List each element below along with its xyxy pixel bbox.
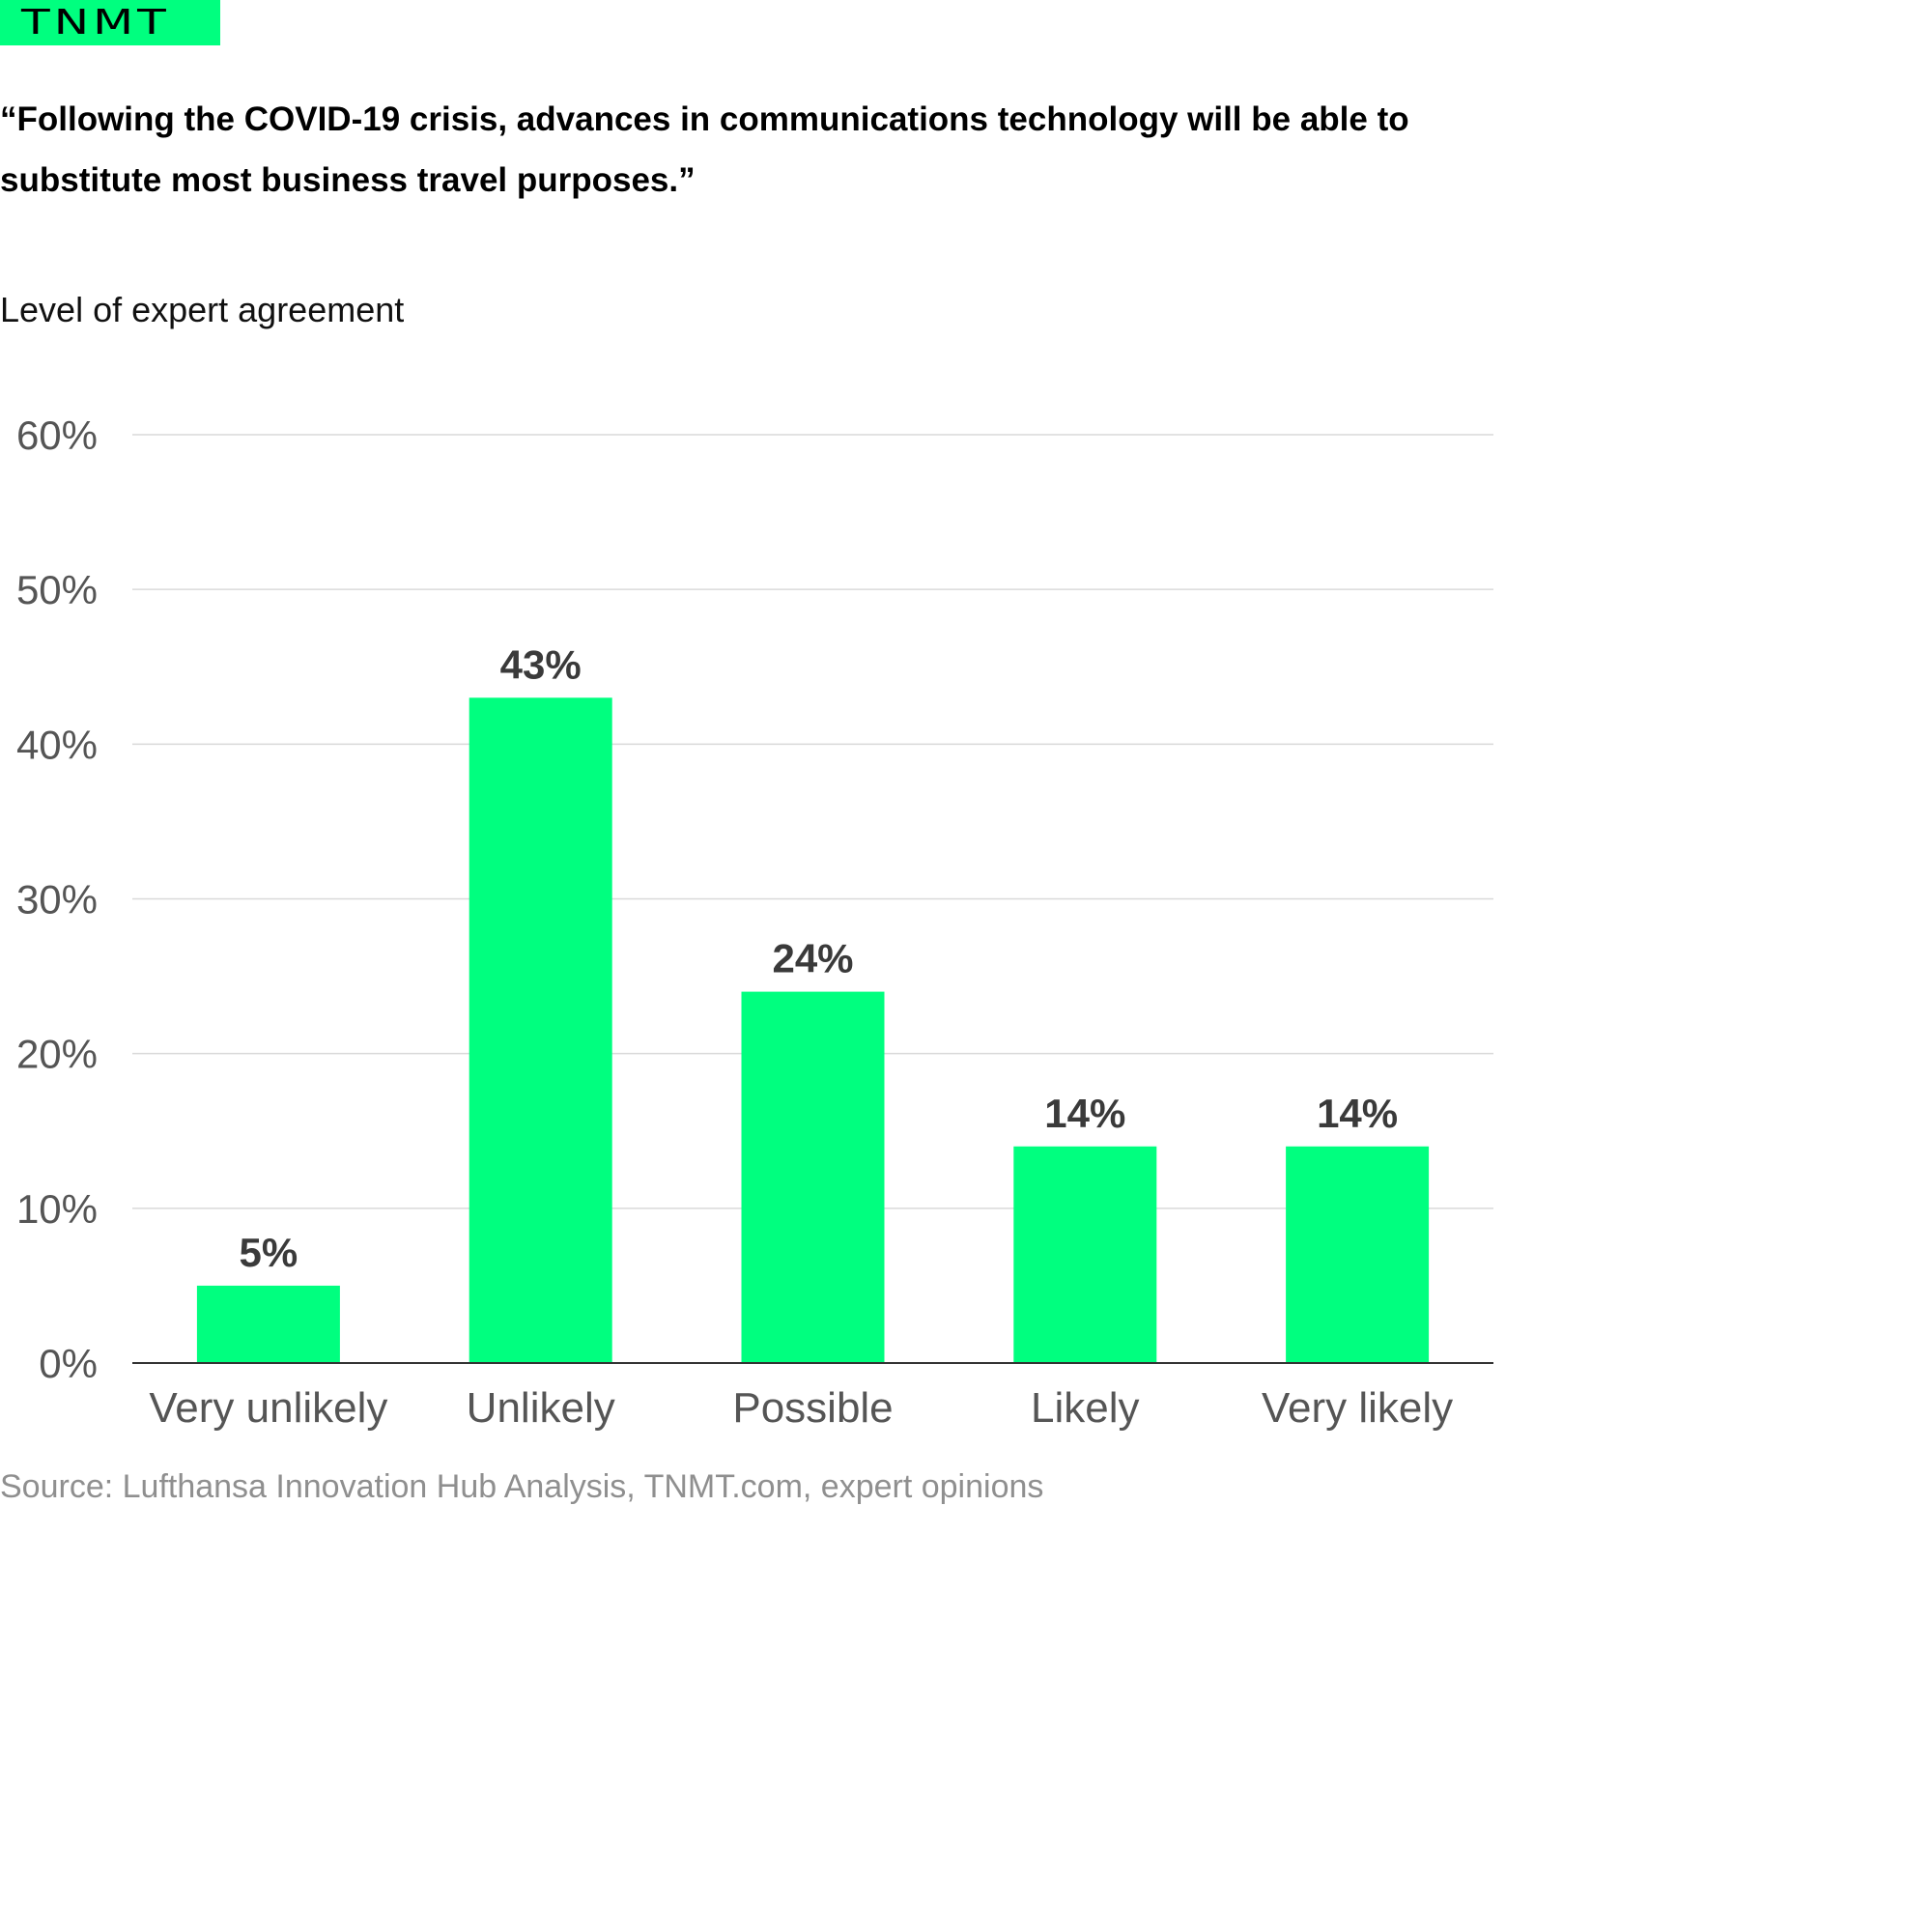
source-note: Source: Lufthansa Innovation Hub Analysi… — [0, 1468, 1044, 1505]
x-tick-label: Likely — [1031, 1384, 1140, 1432]
x-tick-label: Unlikely — [467, 1384, 615, 1432]
y-tick-label: 0% — [39, 1341, 98, 1386]
brand-logo-text: TNMT — [21, 3, 170, 43]
bar — [196, 1285, 340, 1363]
data-label: 14% — [1317, 1091, 1398, 1136]
y-tick-label: 20% — [16, 1032, 98, 1077]
y-tick-label: 30% — [16, 877, 98, 923]
bar-chart: 0% 10% 20% 30% 40% 50% 60% 5% Very unlikely 43% Un… — [16, 412, 1493, 1432]
y-axis-title: Level of expert agreement — [0, 290, 405, 329]
data-label: 14% — [1044, 1091, 1125, 1136]
bar — [1013, 1146, 1157, 1363]
y-tick-label: 10% — [16, 1186, 98, 1232]
bar — [741, 991, 885, 1363]
x-tick-label: Very unlikely — [149, 1384, 387, 1432]
y-tick-label: 50% — [16, 567, 98, 612]
x-tick-label: Possible — [732, 1384, 893, 1432]
data-label: 43% — [500, 641, 582, 687]
bar — [1286, 1146, 1430, 1363]
bar — [469, 697, 612, 1363]
x-tick-label: Very likely — [1262, 1384, 1453, 1432]
data-label: 5% — [240, 1230, 298, 1275]
data-label: 24% — [772, 936, 853, 981]
y-tick-label: 40% — [16, 722, 98, 767]
y-tick-label: 60% — [16, 412, 98, 458]
chart-title: “Following the COVID-19 crisis, advances… — [0, 100, 1409, 199]
brand-logo: TNMT — [0, 0, 220, 45]
